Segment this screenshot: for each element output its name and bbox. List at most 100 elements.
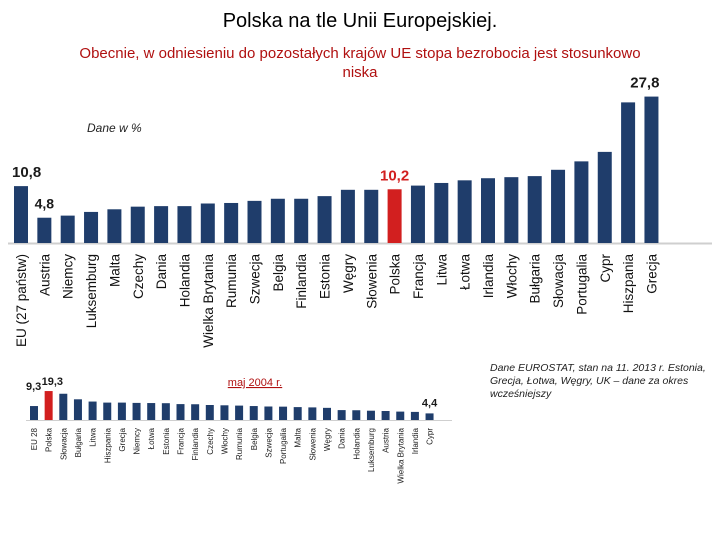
bar-wegry <box>340 189 355 243</box>
bar-slowenia <box>364 189 379 243</box>
bar-holandia <box>177 206 192 243</box>
tick-label-polska: Polska <box>388 254 403 295</box>
inset-tick-label-holandia: Holandia <box>352 427 361 459</box>
tick-label-wegry: Węgry <box>341 254 356 293</box>
tick-label-grecja: Grecja <box>644 254 659 294</box>
inset-tick-label-irlandia: Irlandia <box>411 427 420 454</box>
tick-label-czechy: Czechy <box>131 254 146 299</box>
inset-tick-label-hiszpania: Hiszpania <box>103 427 112 463</box>
inset-tick-label-finlandia: Finlandia <box>191 427 200 460</box>
tick-label-malta: Malta <box>107 254 122 288</box>
bar-hiszpania <box>621 102 636 243</box>
inset-bar-luksemburg <box>366 410 375 420</box>
inset-bar-irlandia <box>410 411 419 420</box>
inset-tick-label-lotwa: Łotwa <box>147 427 156 449</box>
bar-bulgaria <box>527 176 542 243</box>
inset-tick-label-belgia: Belgia <box>250 427 259 450</box>
tick-label-wielka-brytania: Wielka Brytania <box>201 254 216 348</box>
inset-tick-label-niemcy: Niemcy <box>133 428 142 455</box>
inset-tick-label-wegry: Węgry <box>323 428 332 451</box>
inset-bar-finlandia <box>191 404 200 420</box>
inset-bar-czechy <box>205 405 214 420</box>
tick-label-estonia: Estonia <box>318 254 333 300</box>
tick-label-irlandia: Irlandia <box>481 254 496 299</box>
bar-dania <box>154 206 169 243</box>
tick-label-szwecja: Szwecja <box>248 254 263 305</box>
tick-label-luksemburg: Luksemburg <box>84 254 99 328</box>
inset-tick-label-francja: Francja <box>177 427 186 454</box>
inset-bar-litwa <box>88 401 97 420</box>
bar-slowacja <box>551 169 566 243</box>
bar-cypr <box>597 151 612 243</box>
data-label-polska: 10,2 <box>380 167 409 184</box>
bar-niemcy <box>60 215 75 243</box>
inset-bar-slowacja <box>59 393 68 420</box>
bar-estonia <box>317 196 332 243</box>
tick-label-austria: Austria <box>37 254 52 297</box>
inset-bar-wlochy <box>220 405 229 420</box>
inset-bar-polska <box>44 391 53 420</box>
inset-bar-belgia <box>249 406 258 420</box>
tick-label-finlandia: Finlandia <box>294 254 309 309</box>
inset-bar-malta <box>293 407 302 420</box>
inset-tick-label-portugalia: Portugalia <box>279 427 288 464</box>
tick-label-niemcy: Niemcy <box>61 254 76 299</box>
inset-tick-label-bulgaria: Bułgaria <box>74 427 83 457</box>
tick-label-litwa: Litwa <box>434 254 449 286</box>
page-title: Polska na tle Unii Europejskiej. <box>222 10 498 32</box>
inset-data-label-polska: 19,3 <box>42 376 63 388</box>
tick-label-slowacja: Słowacja <box>551 254 566 309</box>
bar-luksemburg <box>84 211 99 243</box>
bar-finlandia <box>294 198 309 243</box>
bar-czechy <box>130 206 145 243</box>
inset-bar-niemcy <box>132 402 141 420</box>
inset-data-label-cypr: 4,4 <box>422 397 438 409</box>
bar-austria <box>37 217 52 243</box>
tick-label-cypr: Cypr <box>598 254 613 283</box>
subtitle: Obecnie, w odniesieniu do pozostałych kr… <box>79 45 641 81</box>
inset-tick-label-wlochy: Włochy <box>220 428 229 454</box>
inset-bar-hiszpania <box>103 402 112 420</box>
inset-tick-label-wielka-brytania: Wielka Brytania <box>396 427 405 483</box>
inset-bar-holandia <box>352 410 361 420</box>
bar-grecja <box>644 96 659 243</box>
inset-chart-title: maj 2004 r. <box>228 377 282 389</box>
bar-belgia <box>270 198 285 243</box>
inset-bar-lotwa <box>147 403 156 420</box>
tick-label-slowenia: Słowenia <box>364 254 379 309</box>
bar-litwa <box>434 182 449 243</box>
inset-tick-label-dania: Dania <box>338 427 347 448</box>
inset-tick-label-estonia: Estonia <box>162 427 171 454</box>
inset-data-label-eu-28: 9,3 <box>26 381 41 393</box>
inset-bar-francja <box>176 404 185 420</box>
tick-label-belgia: Belgia <box>271 254 286 292</box>
tick-label-eu-27-panstw: EU (27 państw) <box>14 254 29 347</box>
tick-label-bulgaria: Bułgaria <box>528 254 543 304</box>
inset-tick-label-malta: Malta <box>294 427 303 447</box>
inset-bar-grecja <box>117 402 126 420</box>
inset-bar-eu-28 <box>30 406 38 420</box>
bar-francja <box>410 185 425 243</box>
inset-tick-label-czechy: Czechy <box>206 428 215 455</box>
inset-bar-austria <box>381 411 390 420</box>
tick-label-dania: Dania <box>154 254 169 290</box>
inset-bar-wielka-brytania <box>396 411 405 420</box>
tick-label-lotwa: Łotwa <box>458 254 473 291</box>
tick-label-hiszpania: Hiszpania <box>621 254 636 314</box>
data-label-austria: 4,8 <box>35 196 55 212</box>
tick-label-francja: Francja <box>411 254 426 300</box>
inset-bar-cypr <box>425 413 434 420</box>
bar-rumunia <box>224 202 239 243</box>
inset-bar-estonia <box>161 403 170 420</box>
bar-malta <box>107 209 122 243</box>
bar-irlandia <box>481 178 495 243</box>
inset-tick-label-grecja: Grecja <box>118 427 127 451</box>
bar-portugalia <box>574 161 589 243</box>
tick-label-holandia: Holandia <box>177 254 192 308</box>
inset-tick-label-austria: Austria <box>382 427 391 452</box>
inset-tick-label-szwecja: Szwecja <box>264 427 273 457</box>
inset-bar-szwecja <box>264 406 273 420</box>
inset-tick-label-eu-28: EU 28 <box>30 427 39 450</box>
bar-szwecja <box>247 200 262 243</box>
